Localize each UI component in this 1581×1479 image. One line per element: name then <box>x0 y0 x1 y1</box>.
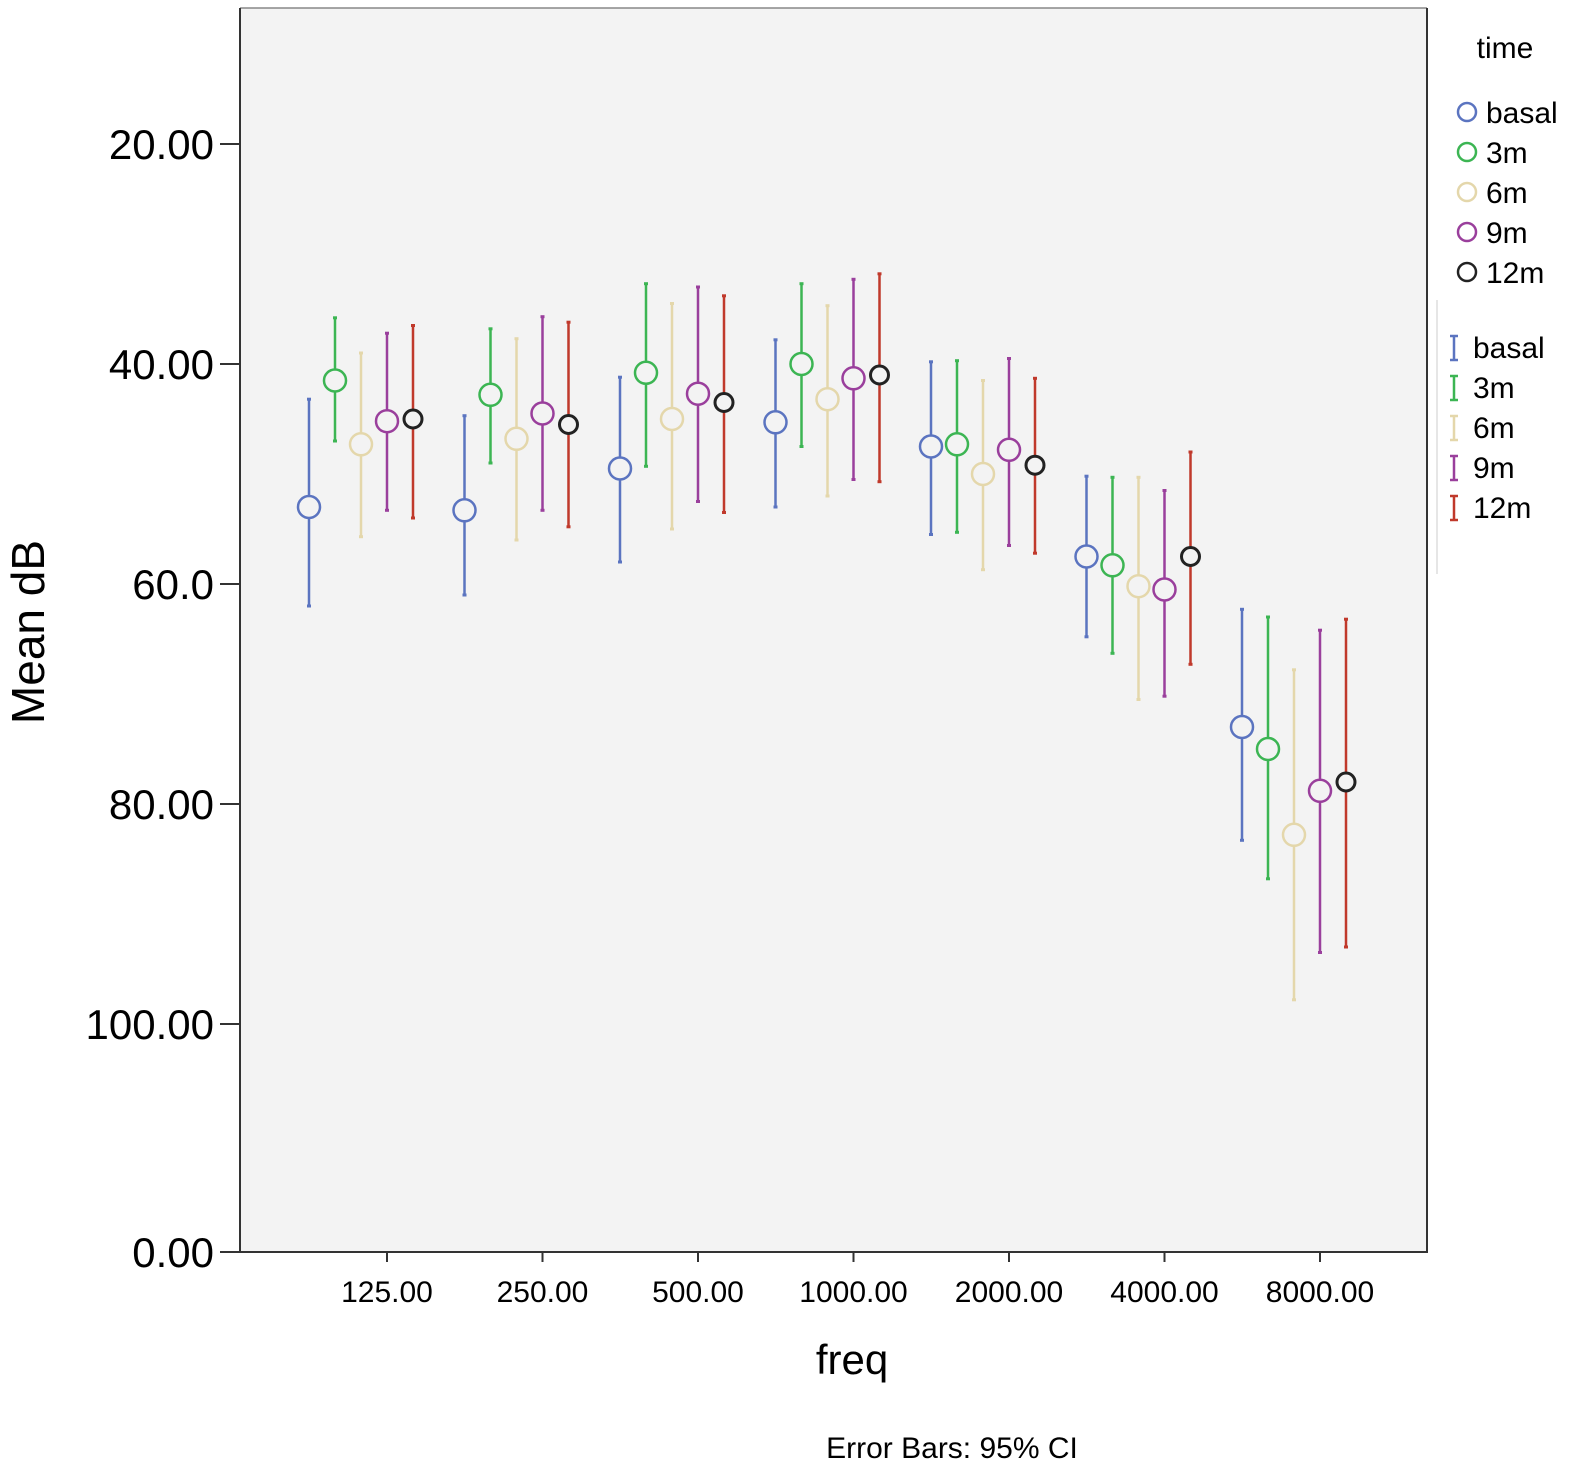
mean-marker <box>918 434 944 459</box>
mean-marker <box>841 366 866 391</box>
mean-marker <box>789 351 814 377</box>
mean-marker <box>530 401 555 426</box>
mean-marker <box>815 386 840 412</box>
y-axis-title: Mean dB <box>2 540 54 724</box>
mean-marker <box>713 392 735 413</box>
mean-marker <box>1281 822 1307 848</box>
footnote: Error Bars: 95% CI <box>826 1432 1078 1465</box>
y-tick-label: 0.00 <box>132 1229 214 1276</box>
mean-marker <box>348 432 374 457</box>
mean-marker <box>996 437 1022 463</box>
mean-marker <box>970 461 996 487</box>
mean-marker <box>607 456 633 481</box>
mean-marker <box>296 494 322 520</box>
x-tick-label: 1000.00 <box>799 1276 907 1309</box>
y-tick-label: 100.00 <box>86 1001 214 1048</box>
series-12m <box>402 272 1357 949</box>
mean-marker <box>504 426 529 452</box>
legend-label-6m: 6m <box>1486 177 1528 210</box>
mean-marker <box>1335 771 1357 793</box>
mean-marker <box>633 360 659 386</box>
legend-marker-12m <box>1456 261 1478 283</box>
y-axis-ticks: 0.00 20.00 40.00 60.0 80.00 100.00 <box>86 121 240 1276</box>
mean-marker <box>1180 546 1201 567</box>
mean-marker <box>374 408 400 434</box>
legend-marker-6m <box>1456 181 1478 203</box>
legend-label-12m: 12m <box>1486 257 1544 290</box>
legend-bar-label-12m: 12m <box>1473 492 1531 525</box>
series-basal <box>296 338 1255 842</box>
mean-marker <box>558 414 579 435</box>
mean-marker <box>322 368 348 393</box>
mean-marker <box>1100 553 1125 578</box>
x-tick-label: 125.00 <box>341 1276 433 1309</box>
legend-marker-3m <box>1456 141 1478 163</box>
y-tick-label: 40.00 <box>109 341 214 388</box>
legend-bar-label-6m: 6m <box>1473 412 1515 445</box>
mean-marker <box>1307 778 1333 804</box>
mean-marker <box>452 498 477 523</box>
mean-marker <box>685 381 711 406</box>
legend-bar-label-3m: 3m <box>1473 372 1515 405</box>
mean-marker <box>478 382 503 408</box>
legend-box <box>1437 8 1581 574</box>
x-tick-label: 250.00 <box>497 1276 589 1309</box>
legend-label-9m: 9m <box>1486 217 1528 250</box>
x-tick-label: 4000.00 <box>1110 1276 1218 1309</box>
chart-marks <box>296 272 1357 1002</box>
legend-label-basal: basal <box>1486 97 1558 130</box>
y-tick-label: 80.00 <box>109 781 214 828</box>
mean-marker <box>1255 736 1281 762</box>
plot-area <box>240 8 1427 1251</box>
mean-marker <box>1126 573 1151 599</box>
legend-label-3m: 3m <box>1486 137 1528 170</box>
series-9m <box>374 277 1333 954</box>
x-tick-label: 2000.00 <box>955 1276 1063 1309</box>
x-axis-title: freq <box>816 1336 888 1383</box>
mean-marker <box>1229 714 1255 740</box>
legend-marker-9m <box>1456 221 1478 243</box>
mean-marker <box>1074 544 1099 569</box>
mean-marker <box>1024 454 1046 476</box>
legend: basal basal 3m 3m 6m 6m 9m 9m 12m 12m <box>1450 97 1558 525</box>
series-6m <box>348 302 1307 1002</box>
x-axis-ticks: 125.00 250.00 500.00 1000.00 2000.00 4000.00 8… <box>341 1252 1374 1309</box>
y-tick-label: 60.0 <box>132 561 214 608</box>
mean-marker <box>1152 577 1177 602</box>
legend-bar-label-basal: basal <box>1473 332 1545 365</box>
mean-marker <box>659 406 685 432</box>
series-3m <box>322 282 1281 881</box>
y-tick-label: 20.00 <box>109 121 214 168</box>
mean-marker <box>944 432 970 457</box>
legend-bar-label-9m: 9m <box>1473 452 1515 485</box>
legend-marker-basal <box>1456 101 1478 123</box>
mean-marker <box>763 410 788 435</box>
mean-marker <box>402 408 424 430</box>
mean-marker <box>869 364 890 386</box>
legend-title: time <box>1477 32 1534 65</box>
x-tick-label: 8000.00 <box>1266 1276 1374 1309</box>
x-tick-label: 500.00 <box>652 1276 744 1309</box>
